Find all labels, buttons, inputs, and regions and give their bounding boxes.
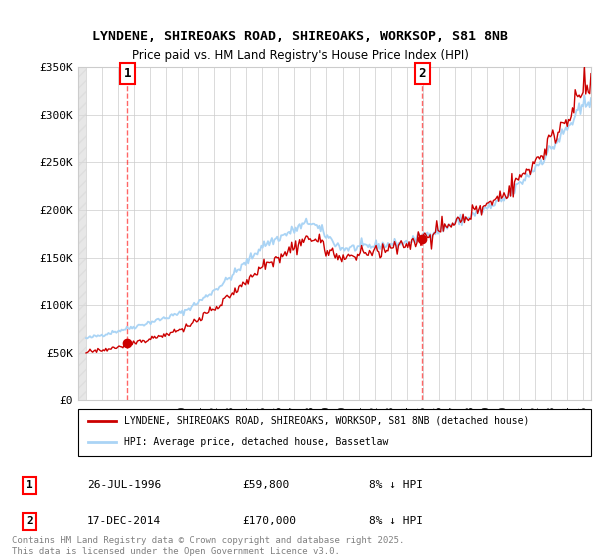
Text: 17-DEC-2014: 17-DEC-2014 — [87, 516, 161, 526]
Text: 8% ↓ HPI: 8% ↓ HPI — [369, 516, 423, 526]
Text: Price paid vs. HM Land Registry's House Price Index (HPI): Price paid vs. HM Land Registry's House … — [131, 49, 469, 63]
Text: HPI: Average price, detached house, Bassetlaw: HPI: Average price, detached house, Bass… — [124, 437, 389, 447]
Text: 1: 1 — [26, 480, 32, 491]
Text: 8% ↓ HPI: 8% ↓ HPI — [369, 480, 423, 491]
Text: 1: 1 — [124, 67, 131, 80]
FancyBboxPatch shape — [78, 409, 591, 456]
Text: 2: 2 — [26, 516, 32, 526]
Text: LYNDENE, SHIREOAKS ROAD, SHIREOAKS, WORKSOP, S81 8NB: LYNDENE, SHIREOAKS ROAD, SHIREOAKS, WORK… — [92, 30, 508, 43]
Text: Contains HM Land Registry data © Crown copyright and database right 2025.
This d: Contains HM Land Registry data © Crown c… — [12, 536, 404, 556]
Text: LYNDENE, SHIREOAKS ROAD, SHIREOAKS, WORKSOP, S81 8NB (detached house): LYNDENE, SHIREOAKS ROAD, SHIREOAKS, WORK… — [124, 416, 530, 426]
Text: 26-JUL-1996: 26-JUL-1996 — [87, 480, 161, 491]
Text: £170,000: £170,000 — [242, 516, 296, 526]
Text: £59,800: £59,800 — [242, 480, 290, 491]
Text: 2: 2 — [418, 67, 426, 80]
